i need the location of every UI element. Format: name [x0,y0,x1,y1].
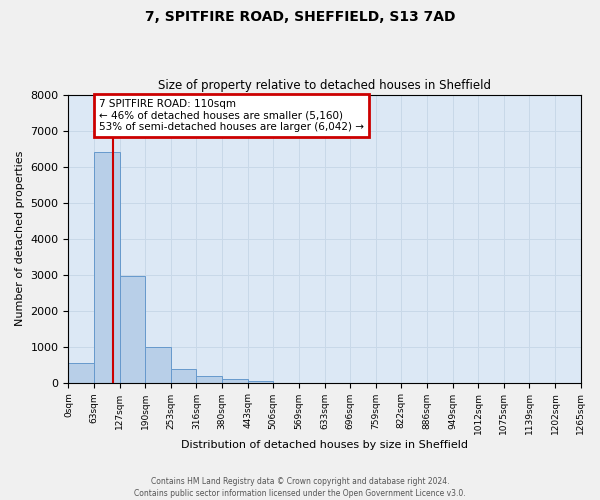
Text: Contains HM Land Registry data © Crown copyright and database right 2024.
Contai: Contains HM Land Registry data © Crown c… [134,476,466,498]
X-axis label: Distribution of detached houses by size in Sheffield: Distribution of detached houses by size … [181,440,468,450]
Bar [222,379,248,382]
Bar [171,369,196,382]
Title: Size of property relative to detached houses in Sheffield: Size of property relative to detached ho… [158,79,491,92]
Bar [248,381,273,382]
Y-axis label: Number of detached properties: Number of detached properties [15,151,25,326]
Text: 7, SPITFIRE ROAD, SHEFFIELD, S13 7AD: 7, SPITFIRE ROAD, SHEFFIELD, S13 7AD [145,10,455,24]
Bar [120,276,145,382]
Bar [94,152,120,382]
Bar [196,376,222,382]
Text: 7 SPITFIRE ROAD: 110sqm
← 46% of detached houses are smaller (5,160)
53% of semi: 7 SPITFIRE ROAD: 110sqm ← 46% of detache… [99,99,364,132]
Bar [68,363,94,382]
Bar [145,348,171,382]
